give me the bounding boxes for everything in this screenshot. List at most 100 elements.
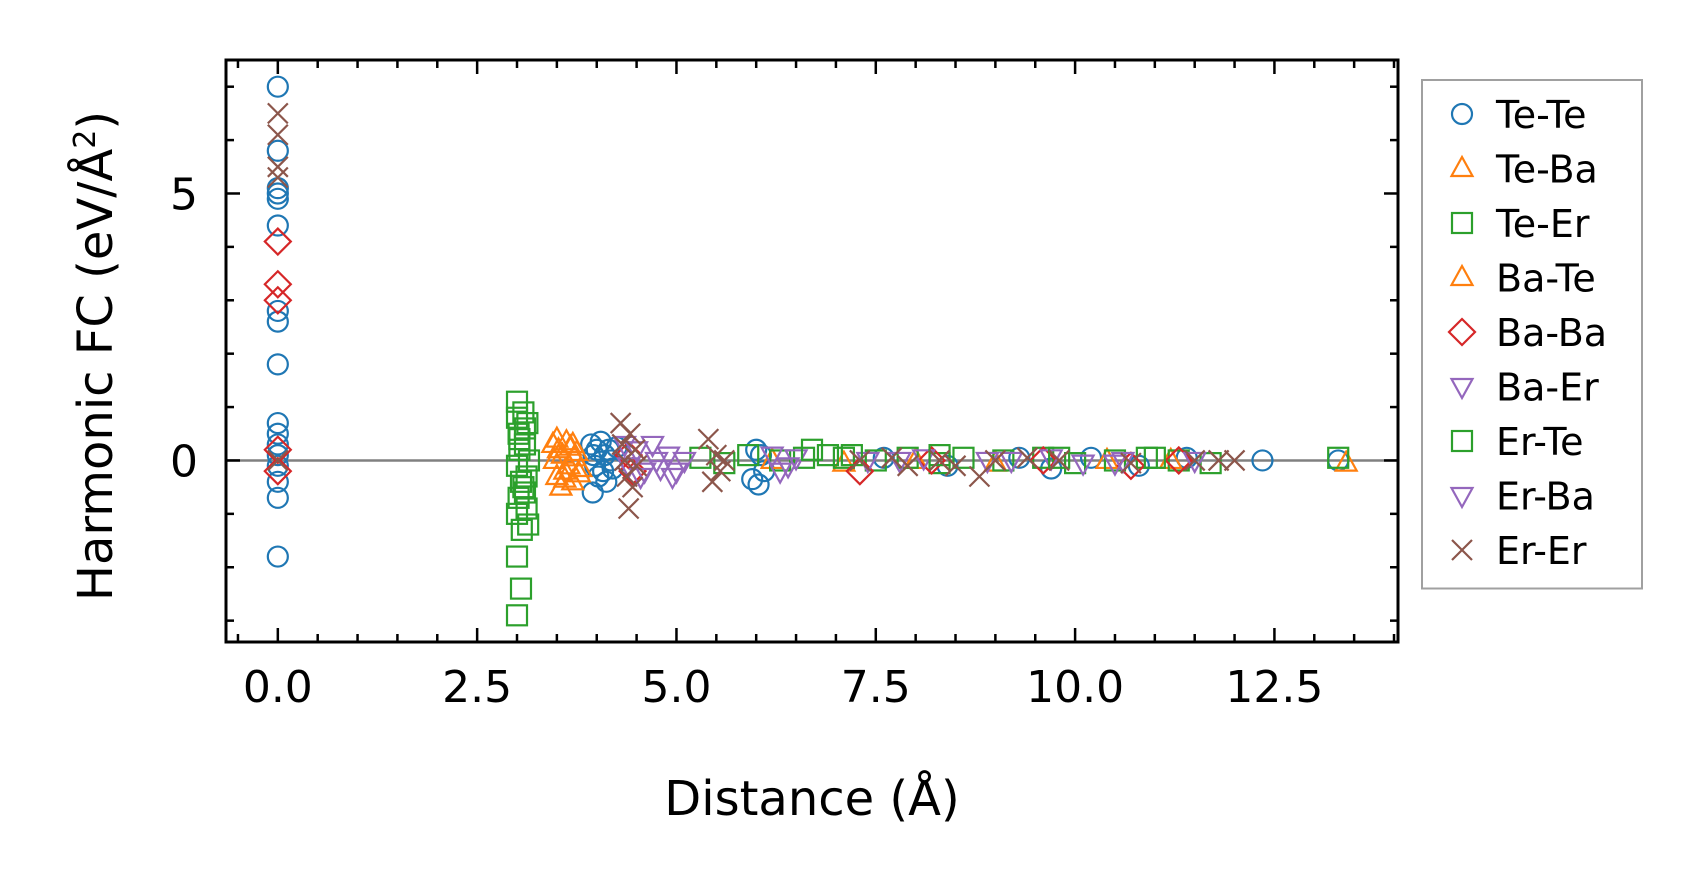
plot-area-frame — [224, 58, 1400, 644]
data-point — [745, 438, 768, 461]
legend-item: Ba-Te — [1449, 257, 1596, 301]
legend-marker — [1449, 377, 1475, 401]
legend-label: Ba-Te — [1496, 257, 1596, 301]
legend-marker — [1450, 102, 1474, 126]
data-point — [544, 425, 570, 448]
data-point — [896, 455, 919, 477]
legend-item: Er-Ba — [1449, 475, 1595, 519]
data-point — [589, 430, 612, 453]
data-point — [864, 449, 887, 472]
legend-item: Ba-Ba — [1447, 311, 1607, 355]
data-point — [513, 433, 537, 456]
data-point — [263, 285, 293, 315]
data-point — [581, 481, 604, 504]
data-point — [625, 455, 648, 477]
data-point — [660, 467, 685, 491]
data-point — [1135, 446, 1158, 469]
data-point — [560, 430, 586, 454]
data-point — [1008, 446, 1031, 469]
legend-item: Te-Er — [1450, 202, 1590, 246]
data-point — [266, 214, 289, 237]
data-point — [263, 269, 293, 299]
data-point — [1182, 451, 1208, 475]
data-point — [845, 456, 875, 486]
data-point — [644, 451, 669, 475]
data-point — [1103, 449, 1127, 472]
data-point — [266, 139, 289, 162]
data-point — [775, 457, 801, 480]
data-point — [713, 449, 736, 472]
data-point — [832, 446, 855, 469]
series-er-ba — [628, 451, 1128, 491]
data-point — [1094, 446, 1120, 470]
data-point — [928, 449, 951, 472]
y-axis-label: Harmonic FC (eV/Å2) — [67, 111, 124, 601]
data-point — [952, 446, 975, 469]
legend-item: Te-Te — [1450, 93, 1587, 137]
y-axis-label-main: Harmonic FC (eV/Å — [67, 149, 124, 602]
data-point — [1251, 449, 1274, 472]
series-te-er — [505, 390, 1350, 627]
x-tick-label: 12.5 — [1225, 662, 1323, 713]
data-point — [595, 470, 618, 493]
data-point — [266, 470, 289, 493]
legend-label: Ba-Er — [1496, 366, 1599, 410]
data-point — [266, 75, 289, 98]
data-point — [1143, 446, 1166, 469]
y-tick-label: 5 — [170, 169, 198, 220]
data-point — [1048, 449, 1070, 472]
legend-label: Er-Te — [1496, 420, 1584, 464]
legend-item: Er-Er — [1451, 529, 1587, 573]
data-point — [816, 444, 840, 467]
legend-marker — [1447, 317, 1477, 347]
data-point — [1120, 452, 1142, 474]
data-point — [267, 449, 289, 472]
data-point — [266, 545, 289, 568]
data-point — [840, 444, 863, 467]
data-point — [517, 513, 540, 536]
x-tick-label: 7.5 — [841, 662, 911, 713]
data-point — [505, 604, 529, 627]
data-point — [759, 446, 785, 469]
legend-marker — [1449, 154, 1475, 178]
legend-label: Er-Er — [1496, 529, 1587, 573]
data-point — [568, 454, 594, 478]
axis-tick-labels: 0.0 2.5 5.0 7.5 10.0 12.5 0 5 — [170, 169, 1323, 713]
data-point — [1110, 451, 1136, 475]
data-point — [266, 433, 289, 456]
y-tick-label: 0 — [170, 436, 198, 487]
data-point — [560, 468, 586, 491]
data-point — [508, 428, 531, 451]
data-point — [1038, 449, 1064, 472]
data-point — [1028, 445, 1058, 476]
data-point — [266, 422, 289, 445]
data-point — [266, 454, 289, 477]
data-point — [512, 476, 535, 499]
data-point — [998, 451, 1024, 475]
data-point — [741, 468, 764, 491]
data-point — [621, 476, 644, 498]
data-point — [944, 455, 967, 477]
legend-marker — [1449, 486, 1475, 510]
data-point — [267, 166, 289, 189]
series-er-te — [508, 411, 1166, 499]
legend-marker — [1449, 263, 1475, 287]
data-point — [1327, 446, 1350, 469]
data-point — [517, 449, 541, 472]
x-tick-label: 2.5 — [442, 662, 512, 713]
data-point — [697, 428, 720, 450]
data-point — [509, 577, 533, 600]
data-point — [747, 473, 770, 496]
data-point — [263, 226, 293, 257]
y-axis-label-superscript: 2 — [68, 130, 103, 149]
data-point — [624, 441, 649, 464]
data-point — [513, 481, 537, 504]
data-point — [266, 353, 289, 376]
legend-item: Ba-Er — [1449, 366, 1599, 410]
data-point — [880, 447, 903, 469]
x-axis-label: Distance (Å) — [664, 770, 959, 827]
data-point — [1223, 449, 1246, 472]
data-point — [267, 123, 289, 146]
data-point — [263, 456, 293, 486]
